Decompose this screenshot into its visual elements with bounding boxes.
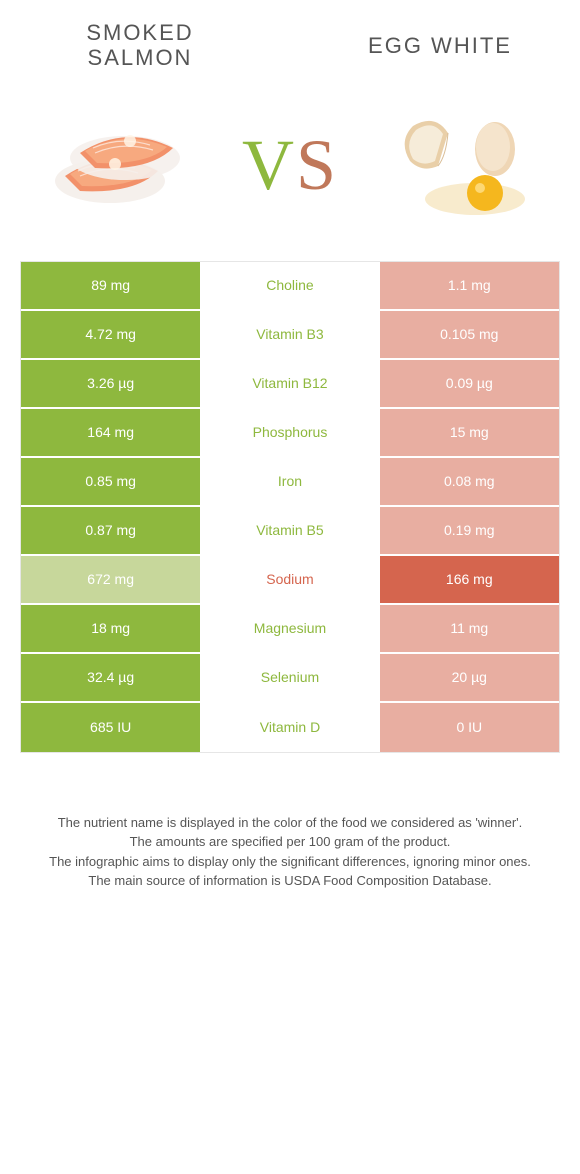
nutrient-name: Phosphorus: [200, 409, 379, 456]
nutrient-name: Sodium: [200, 556, 379, 603]
left-food-title: SMOKED SALMON: [40, 20, 240, 71]
left-value: 164 mg: [21, 409, 200, 456]
left-value: 4.72 mg: [21, 311, 200, 358]
images-row: VS: [0, 81, 580, 251]
table-row: 32.4 µgSelenium20 µg: [21, 654, 559, 703]
vs-label: VS: [242, 124, 338, 207]
right-value: 0.19 mg: [380, 507, 559, 554]
table-row: 0.87 mgVitamin B50.19 mg: [21, 507, 559, 556]
header: SMOKED SALMON EGG WHITE: [0, 0, 580, 81]
nutrient-table: 89 mgCholine1.1 mg4.72 mgVitamin B30.105…: [20, 261, 560, 753]
footer-line-4: The main source of information is USDA F…: [30, 871, 550, 891]
left-value: 3.26 µg: [21, 360, 200, 407]
nutrient-name: Selenium: [200, 654, 379, 701]
salmon-icon: [40, 116, 200, 216]
right-food-title: EGG WHITE: [340, 33, 540, 58]
right-value: 15 mg: [380, 409, 559, 456]
right-value: 1.1 mg: [380, 262, 559, 309]
left-food-image: [40, 111, 200, 221]
left-value: 685 IU: [21, 703, 200, 752]
left-value: 0.85 mg: [21, 458, 200, 505]
table-row: 89 mgCholine1.1 mg: [21, 262, 559, 311]
footer-line-1: The nutrient name is displayed in the co…: [30, 813, 550, 833]
footer-line-2: The amounts are specified per 100 gram o…: [30, 832, 550, 852]
right-value: 20 µg: [380, 654, 559, 701]
table-row: 164 mgPhosphorus15 mg: [21, 409, 559, 458]
right-value: 166 mg: [380, 556, 559, 603]
left-value: 89 mg: [21, 262, 200, 309]
nutrient-name: Vitamin B3: [200, 311, 379, 358]
left-value: 18 mg: [21, 605, 200, 652]
nutrient-name: Vitamin D: [200, 703, 379, 752]
vs-v: V: [242, 125, 296, 205]
nutrient-name: Vitamin B12: [200, 360, 379, 407]
vs-s: S: [296, 125, 338, 205]
table-row: 4.72 mgVitamin B30.105 mg: [21, 311, 559, 360]
right-value: 11 mg: [380, 605, 559, 652]
table-row: 685 IUVitamin D0 IU: [21, 703, 559, 752]
table-row: 18 mgMagnesium11 mg: [21, 605, 559, 654]
right-value: 0.08 mg: [380, 458, 559, 505]
nutrient-name: Choline: [200, 262, 379, 309]
right-value: 0.105 mg: [380, 311, 559, 358]
footer: The nutrient name is displayed in the co…: [0, 753, 580, 921]
left-value: 672 mg: [21, 556, 200, 603]
table-row: 0.85 mgIron0.08 mg: [21, 458, 559, 507]
nutrient-name: Vitamin B5: [200, 507, 379, 554]
table-row: 3.26 µgVitamin B120.09 µg: [21, 360, 559, 409]
nutrient-name: Magnesium: [200, 605, 379, 652]
left-value: 32.4 µg: [21, 654, 200, 701]
egg-icon: [380, 111, 540, 221]
table-row: 672 mgSodium166 mg: [21, 556, 559, 605]
left-value: 0.87 mg: [21, 507, 200, 554]
footer-line-3: The infographic aims to display only the…: [30, 852, 550, 872]
right-value: 0.09 µg: [380, 360, 559, 407]
right-food-image: [380, 111, 540, 221]
right-value: 0 IU: [380, 703, 559, 752]
nutrient-name: Iron: [200, 458, 379, 505]
